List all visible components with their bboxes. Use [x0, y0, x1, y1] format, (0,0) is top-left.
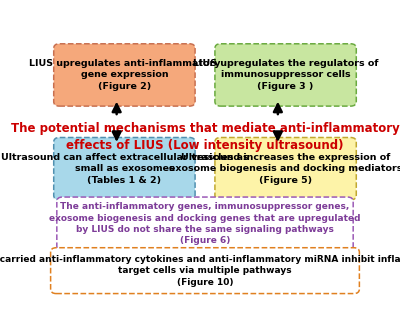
FancyBboxPatch shape: [54, 138, 195, 200]
FancyBboxPatch shape: [57, 197, 353, 250]
Text: The anti-inflammatory genes, immunosuppressor genes,
exosome biogenesis and dock: The anti-inflammatory genes, immunosuppr…: [49, 202, 361, 245]
Text: Ultrasound can affect extracellular vesicles as
small as exosomes
(Tables 1 & 2): Ultrasound can affect extracellular vesi…: [0, 153, 248, 185]
FancyBboxPatch shape: [215, 138, 356, 200]
Text: LIUS upregulates the regulators of
immunosuppressor cells
(Figure 3 ): LIUS upregulates the regulators of immun…: [193, 59, 378, 91]
Text: The potential mechanisms that mediate anti-inflammatory
effects of LIUS (Low int: The potential mechanisms that mediate an…: [11, 121, 399, 152]
FancyBboxPatch shape: [54, 44, 195, 106]
Text: Exosome-carried anti-inflammatory cytokines and anti-inflammatory miRNA inhibit : Exosome-carried anti-inflammatory cytoki…: [0, 255, 400, 287]
Text: LIUS upregulates anti-inflammatory
gene expression
(Figure 2): LIUS upregulates anti-inflammatory gene …: [29, 59, 220, 91]
FancyBboxPatch shape: [215, 44, 356, 106]
FancyBboxPatch shape: [51, 248, 359, 293]
Text: Ultrasound increases the expression of
exosome biogenesis and docking mediators
: Ultrasound increases the expression of e…: [169, 153, 400, 185]
